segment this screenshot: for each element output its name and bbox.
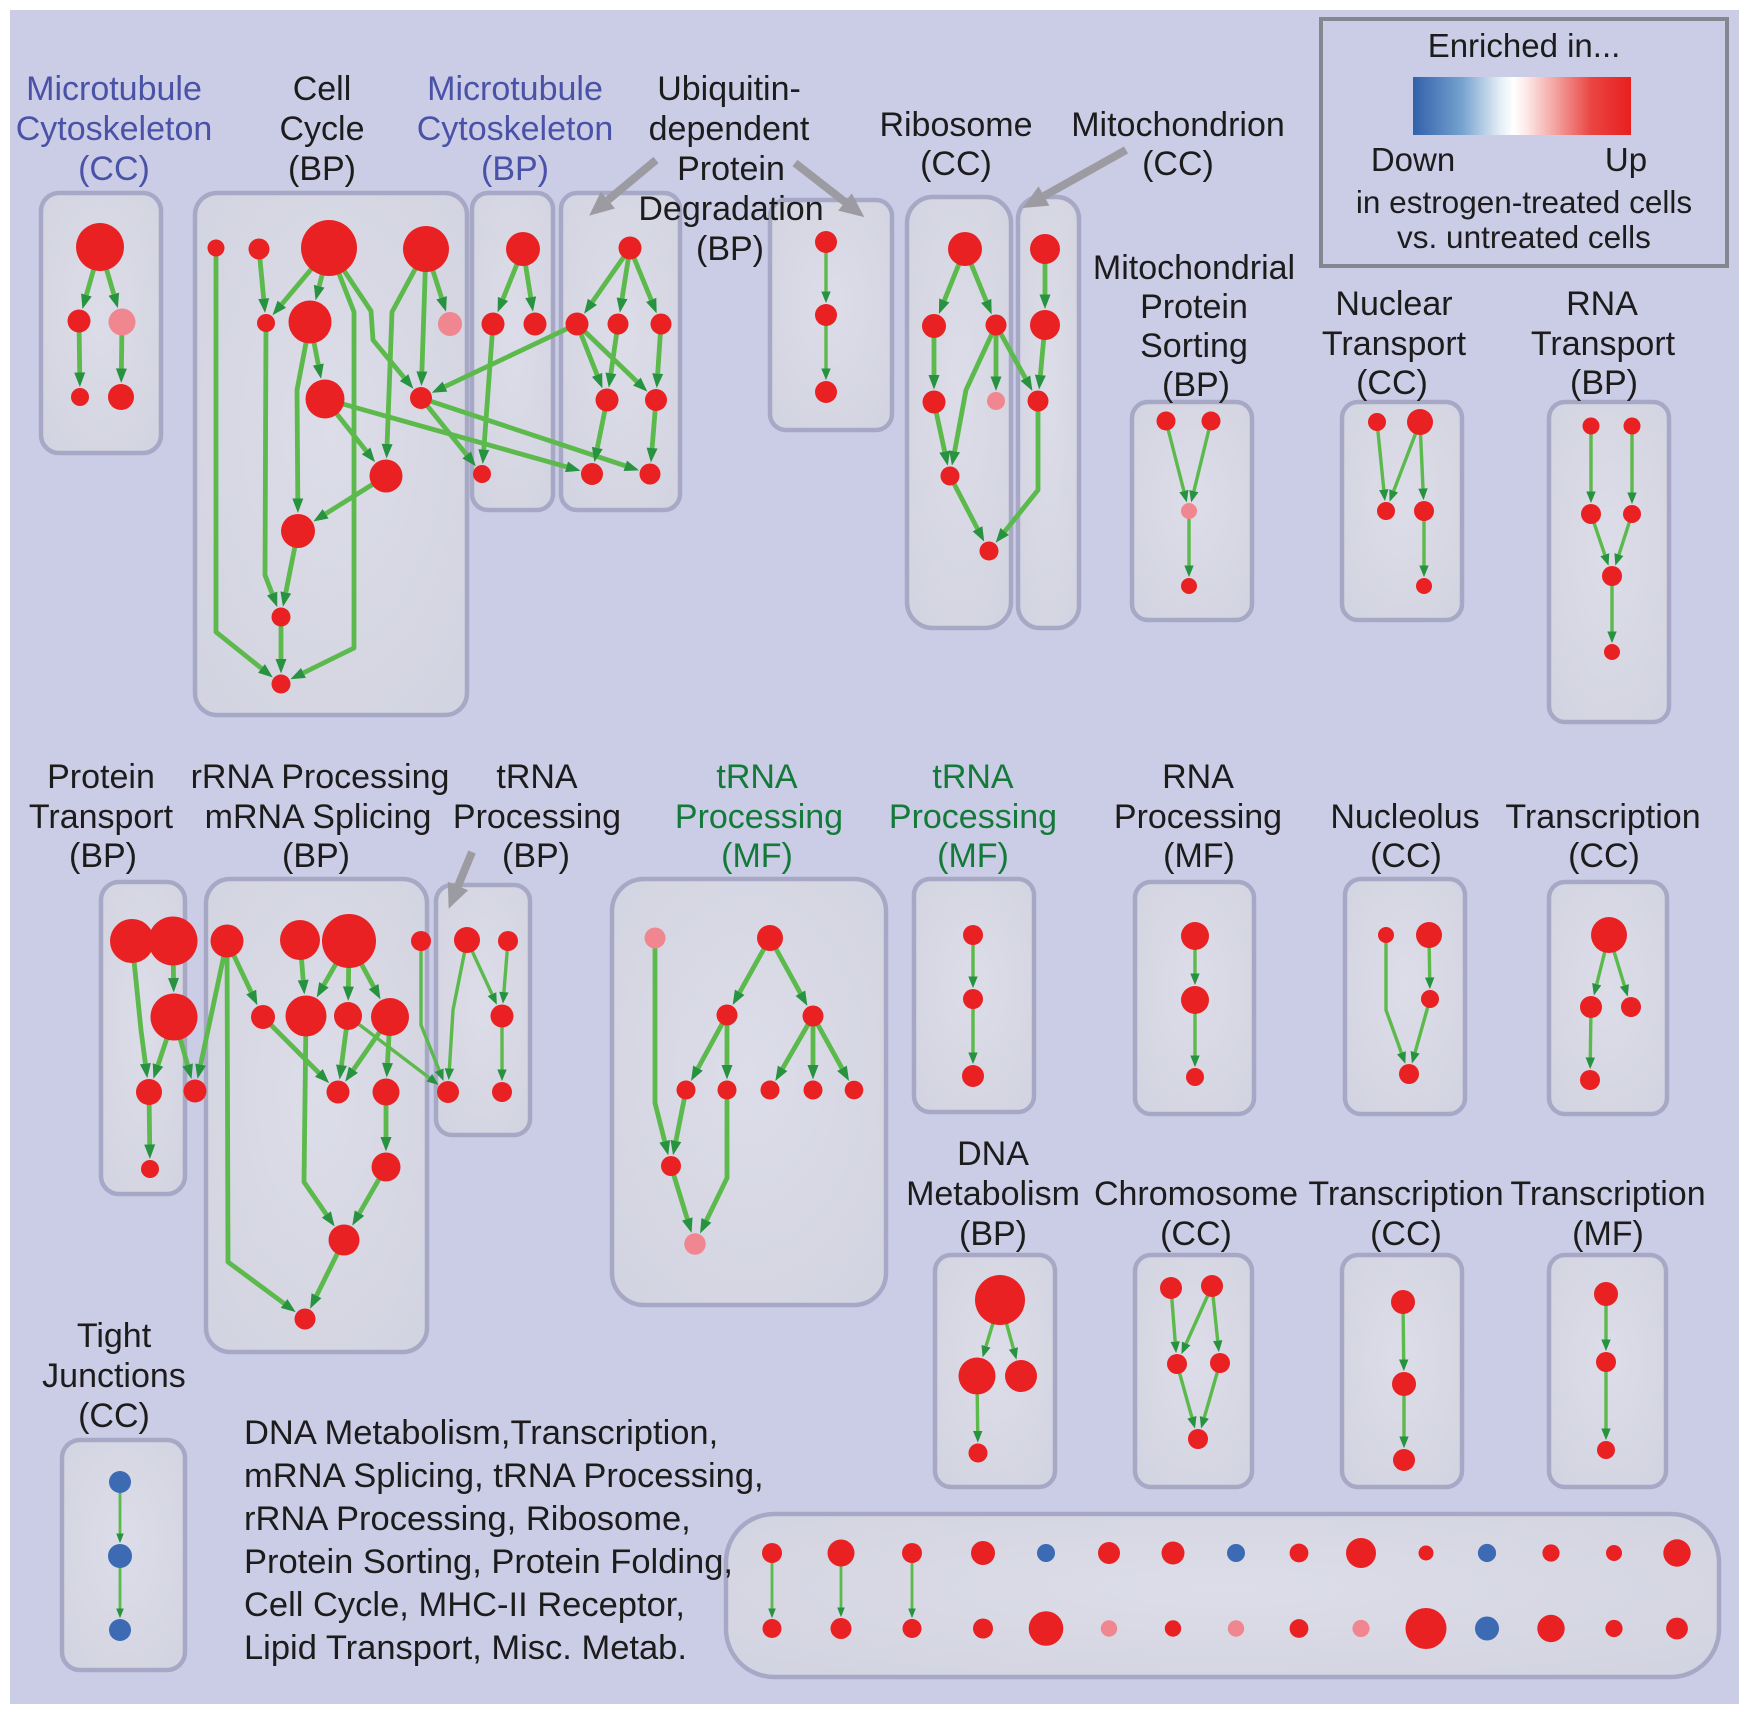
svg-text:Transport: Transport [1322, 325, 1467, 363]
svg-text:(MF): (MF) [1163, 837, 1235, 875]
svg-text:Protein: Protein [677, 150, 785, 188]
svg-text:Transcription: Transcription [1510, 1175, 1705, 1213]
svg-text:RNA: RNA [1162, 758, 1234, 796]
svg-text:(BP): (BP) [696, 230, 764, 268]
svg-text:Mitochondrial: Mitochondrial [1093, 249, 1295, 287]
svg-text:RNA: RNA [1566, 285, 1638, 323]
svg-text:dependent: dependent [649, 110, 810, 148]
svg-text:(BP): (BP) [1162, 366, 1230, 404]
svg-text:Cytoskeleton: Cytoskeleton [16, 110, 213, 148]
svg-text:Lipid Transport, Misc. Metab.: Lipid Transport, Misc. Metab. [244, 1629, 687, 1667]
svg-text:(CC): (CC) [1370, 1215, 1442, 1253]
svg-text:Microtubule: Microtubule [427, 70, 603, 108]
svg-text:Transcription: Transcription [1308, 1175, 1503, 1213]
svg-text:(BP): (BP) [481, 150, 549, 188]
svg-text:Nucleolus: Nucleolus [1330, 798, 1479, 836]
svg-text:(MF): (MF) [1572, 1215, 1644, 1253]
svg-text:Processing: Processing [889, 798, 1057, 836]
svg-text:(MF): (MF) [937, 837, 1009, 875]
svg-text:Sorting: Sorting [1140, 327, 1248, 365]
svg-text:Ribosome: Ribosome [879, 106, 1032, 144]
svg-text:Processing: Processing [453, 798, 621, 836]
svg-text:Transcription: Transcription [1505, 798, 1700, 836]
svg-text:Cell Cycle, MHC-II Receptor,: Cell Cycle, MHC-II Receptor, [244, 1586, 685, 1624]
svg-text:(BP): (BP) [282, 837, 350, 875]
svg-text:Processing: Processing [675, 798, 843, 836]
svg-text:Nuclear: Nuclear [1335, 285, 1452, 323]
svg-text:(CC): (CC) [1160, 1215, 1232, 1253]
svg-text:(BP): (BP) [502, 837, 570, 875]
svg-text:tRNA: tRNA [716, 758, 798, 796]
svg-text:Down: Down [1371, 141, 1455, 178]
svg-text:mRNA Splicing: mRNA Splicing [205, 798, 432, 836]
svg-text:(CC): (CC) [1568, 837, 1640, 875]
svg-text:Processing: Processing [1114, 798, 1282, 836]
svg-text:in estrogen-treated cells: in estrogen-treated cells [1356, 184, 1692, 220]
svg-text:Metabolism: Metabolism [906, 1175, 1080, 1213]
svg-text:Cytoskeleton: Cytoskeleton [417, 110, 614, 148]
svg-text:Mitochondrion: Mitochondrion [1071, 106, 1285, 144]
svg-text:(BP): (BP) [959, 1215, 1027, 1253]
svg-text:(CC): (CC) [78, 150, 150, 188]
svg-text:Protein Sorting, Protein Foldi: Protein Sorting, Protein Folding, [244, 1543, 733, 1581]
svg-text:Ubiquitin-: Ubiquitin- [657, 70, 801, 108]
svg-text:Chromosome: Chromosome [1094, 1175, 1298, 1213]
svg-text:Cell: Cell [293, 70, 352, 108]
svg-text:Junctions: Junctions [42, 1357, 186, 1395]
svg-text:DNA Metabolism,Transcription,: DNA Metabolism,Transcription, [244, 1414, 718, 1452]
svg-text:Enriched in...: Enriched in... [1428, 27, 1621, 64]
svg-text:Transport: Transport [29, 798, 174, 836]
svg-text:Up: Up [1605, 141, 1647, 178]
svg-text:Cycle: Cycle [279, 110, 364, 148]
svg-text:(CC): (CC) [78, 1397, 150, 1435]
svg-text:tRNA: tRNA [932, 758, 1014, 796]
svg-text:Tight: Tight [77, 1317, 152, 1355]
svg-text:tRNA: tRNA [496, 758, 578, 796]
svg-text:(CC): (CC) [1142, 145, 1214, 183]
svg-text:(BP): (BP) [1570, 364, 1638, 402]
svg-text:Microtubule: Microtubule [26, 70, 202, 108]
svg-text:Protein: Protein [47, 758, 155, 796]
svg-text:(BP): (BP) [288, 150, 356, 188]
svg-text:Transport: Transport [1531, 325, 1676, 363]
svg-text:(BP): (BP) [69, 837, 137, 875]
svg-text:(CC): (CC) [920, 145, 992, 183]
svg-text:(MF): (MF) [721, 837, 793, 875]
svg-text:(CC): (CC) [1370, 837, 1442, 875]
svg-text:Protein: Protein [1140, 288, 1248, 326]
svg-text:rRNA Processing, Ribosome,: rRNA Processing, Ribosome, [244, 1500, 691, 1538]
svg-text:mRNA Splicing, tRNA Processing: mRNA Splicing, tRNA Processing, [244, 1457, 764, 1495]
svg-text:Degradation: Degradation [638, 190, 823, 228]
svg-text:vs. untreated cells: vs. untreated cells [1397, 219, 1651, 255]
svg-text:rRNA Processing: rRNA Processing [191, 758, 450, 796]
svg-text:DNA: DNA [957, 1135, 1029, 1173]
svg-text:(CC): (CC) [1356, 364, 1428, 402]
